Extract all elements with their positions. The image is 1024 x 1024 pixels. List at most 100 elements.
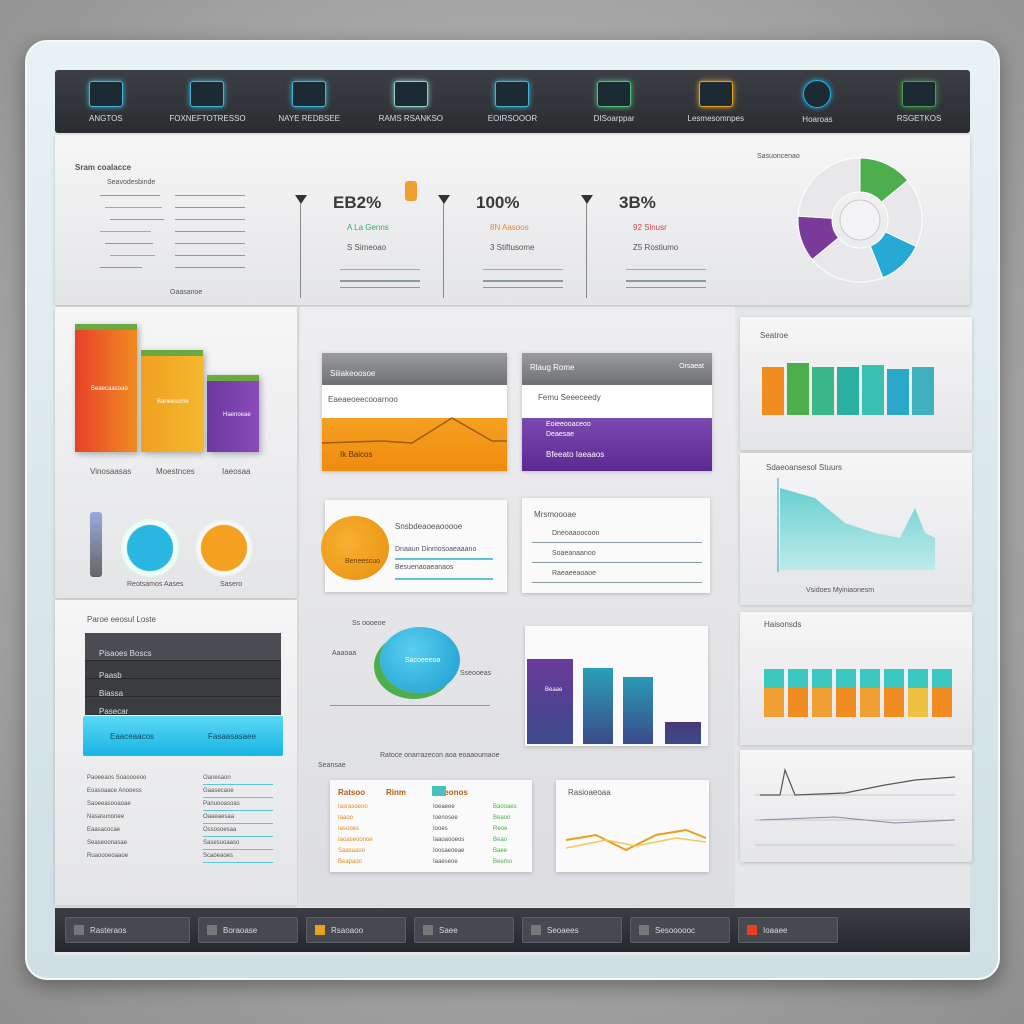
- kpi-line: A La Genns: [347, 223, 389, 232]
- bar: [887, 368, 909, 415]
- menu-item[interactable]: Biassa: [85, 679, 281, 698]
- list-line: [203, 823, 273, 824]
- toolbar-button[interactable]: Rsaoaoo: [306, 917, 406, 943]
- kpi-bar: [483, 287, 563, 288]
- bar[interactable]: Beaecaasoao: [75, 324, 137, 452]
- card-bars[interactable]: Beaae: [525, 626, 708, 746]
- toolbar-button[interactable]: Sesoooooc: [630, 917, 730, 943]
- row-line: [532, 562, 702, 563]
- menu-item[interactable]: Paasb: [85, 661, 281, 680]
- kpi-line: S Simeoao: [347, 243, 387, 252]
- nav-item[interactable]: RAMS RSANKSO: [361, 80, 461, 123]
- bar[interactable]: [583, 667, 613, 744]
- filter-icon[interactable]: [581, 195, 593, 204]
- bar[interactable]: Haenoeae: [207, 375, 259, 452]
- right-card-4[interactable]: [740, 750, 972, 862]
- card-purple[interactable]: Rlaug Rome Orsaeat Femu Seeeceedy Eoieeoo…: [522, 353, 712, 471]
- list-line: [203, 797, 273, 798]
- list-value: Ossosoesaa: [203, 827, 237, 833]
- circle-label: Beneescuo: [345, 558, 381, 565]
- bar: [912, 367, 934, 415]
- button-icon: [315, 925, 325, 935]
- nav-item[interactable]: NAYE REDBSEE: [259, 80, 359, 123]
- right-card-2[interactable]: Sdaeoansesol Stuurs Vsidoes Myiniaonesm: [740, 453, 972, 605]
- button-icon: [639, 925, 649, 935]
- table-cell: Beemo: [493, 859, 513, 865]
- table-icon: [432, 786, 446, 796]
- menu-item[interactable]: Pasecar: [85, 697, 281, 716]
- card-line: Eoieeooaceoo: [546, 421, 591, 428]
- list-subtitle: Seavodesbinde: [107, 179, 156, 186]
- table-cell: Ioenosee: [433, 815, 458, 821]
- list-value: Scaoeaoes: [203, 853, 234, 859]
- nav-item[interactable]: DISoarppar: [564, 80, 664, 123]
- bar-label: Vinosaasas: [90, 467, 132, 476]
- table-cell: Iaaeseoe: [433, 859, 458, 865]
- button-icon: [423, 925, 433, 935]
- bar[interactable]: [623, 676, 653, 744]
- bar: [812, 367, 834, 415]
- axis-line: [330, 705, 490, 706]
- nav-label: RSGETKOS: [896, 113, 942, 123]
- table-cell: Iaoaseoonoe: [338, 837, 373, 843]
- card-line-chart[interactable]: Rasioaeoaa: [556, 780, 709, 872]
- card-list[interactable]: Mrsmoooae Dneoaaoocoon Soaeanaanoo Raeaeea…: [522, 498, 710, 593]
- filter-icon[interactable]: [295, 195, 307, 204]
- document-icon: [190, 80, 225, 107]
- toolbar-button[interactable]: Rasteraos: [65, 917, 190, 943]
- list-bar: [105, 207, 162, 208]
- monitor-icon: [88, 80, 123, 107]
- menu-item-label: Pasecar: [99, 707, 129, 716]
- highlight-label: Fasaasasaee: [207, 731, 257, 741]
- highlight-label: Eaaceaacos: [109, 731, 155, 741]
- toolbar-button[interactable]: Ioaaee: [738, 917, 838, 943]
- bar-inner-label: Baneescme: [157, 398, 189, 405]
- filter-icon[interactable]: [438, 195, 450, 204]
- pie-label: Sacoeeeoa: [405, 657, 441, 664]
- list-value: Oaaeaesaa: [203, 814, 235, 820]
- bar[interactable]: Baneescme: [141, 349, 203, 452]
- card-orange[interactable]: Siiiakeoosoe Eaeaeoeecooarnoo Ik Baicos: [322, 353, 507, 471]
- nav-label: DISoarppar: [593, 113, 635, 123]
- list-line: [175, 231, 245, 232]
- card-footer: Bfeeato Iaeaaos: [546, 450, 605, 459]
- nav-item[interactable]: FOXNEFTOTRESSO: [157, 80, 257, 123]
- button-label: Ioaaee: [763, 925, 788, 935]
- table-header: Reeonos: [434, 788, 468, 797]
- toolbar-button[interactable]: Saee: [414, 917, 514, 943]
- menu-item[interactable]: Pisaoes Boscs: [85, 633, 281, 661]
- nav-label: RAMS RSANKSO: [378, 113, 444, 123]
- nav-item[interactable]: EOIRSOOOR: [462, 80, 562, 123]
- list-key: Seaseoonasae: [87, 840, 128, 846]
- card-title: Haisonsds: [764, 620, 802, 629]
- bar[interactable]: [665, 721, 701, 744]
- right-card-1[interactable]: Seatroe: [740, 317, 972, 450]
- table-cell: Iaaoo: [338, 815, 354, 821]
- gauge-blue: [121, 519, 179, 577]
- nav-item[interactable]: ANGTOS: [56, 80, 156, 123]
- list-value: Panuooasoas: [203, 801, 240, 807]
- bar: [860, 669, 880, 717]
- toolbar-button[interactable]: Seoaees: [522, 917, 622, 943]
- kpi-value: EB2%: [333, 193, 382, 212]
- gauges-label: Reotsamos Aases: [127, 581, 184, 588]
- highlight-row[interactable]: Eaaceaacos Fasaasasaee: [83, 716, 283, 756]
- bar-label: Beaae: [545, 686, 563, 693]
- bar-inner-label: Haenoeae: [223, 411, 251, 418]
- card-title: Mrsmoooae: [534, 510, 577, 519]
- card-title: Sdaeoansesol Stuurs: [766, 463, 843, 472]
- button-icon: [747, 925, 757, 935]
- card-circle[interactable]: Beneescuo Snsbdeaoeaooooe Dnaaun Dinmoso…: [321, 500, 507, 592]
- toolbar-button[interactable]: Boraoase: [198, 917, 298, 943]
- orange-circle: [321, 516, 389, 580]
- bar[interactable]: Beaae: [527, 658, 573, 744]
- nav-item[interactable]: Lesmesomnpes: [666, 80, 766, 123]
- nav-item[interactable]: RSGETKOS: [869, 80, 969, 123]
- table-cell: Baooaes: [493, 804, 517, 810]
- list-bar: [100, 195, 160, 196]
- line-chart: [322, 417, 507, 444]
- right-card-3[interactable]: Haisonsds: [740, 612, 972, 745]
- chart-icon: [292, 80, 327, 107]
- nav-item[interactable]: Hoaroas: [767, 79, 867, 124]
- tag-icon: [405, 181, 417, 201]
